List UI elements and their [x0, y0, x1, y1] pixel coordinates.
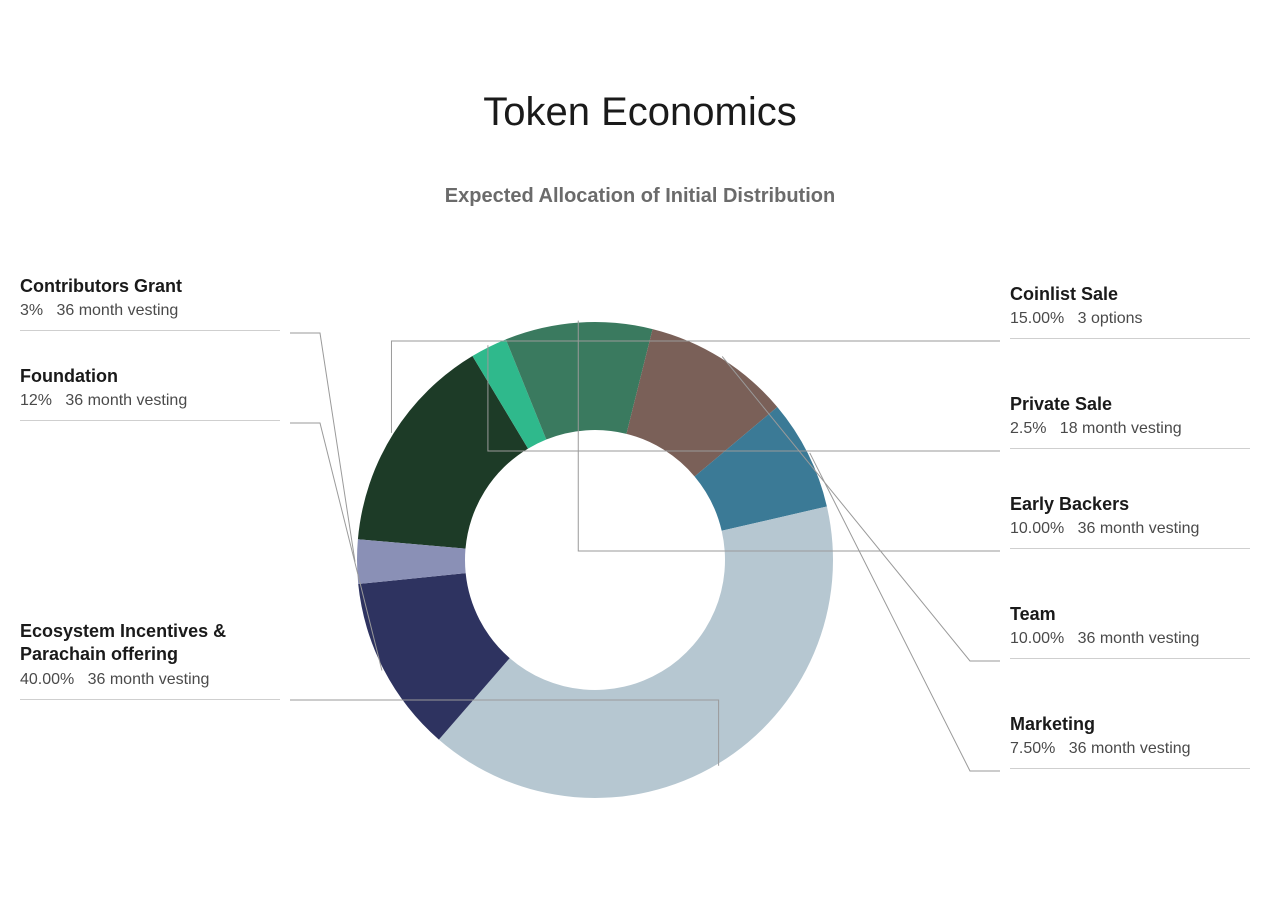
legend-detail: 3% 36 month vesting — [20, 302, 280, 320]
legend-name: Team — [1010, 603, 1250, 626]
leader-line — [290, 333, 355, 562]
legend-name: Foundation — [20, 365, 280, 388]
legend-detail: 12% 36 month vesting — [20, 392, 280, 410]
legend-name: Ecosystem Incentives & Parachain offerin… — [20, 620, 280, 667]
donut-chart — [0, 0, 1280, 920]
legend-name: Coinlist Sale — [1010, 283, 1250, 306]
legend-rule — [1010, 658, 1250, 659]
legend-ecosystem: Ecosystem Incentives & Parachain offerin… — [20, 620, 280, 700]
legend-rule — [20, 420, 280, 421]
legend-name: Early Backers — [1010, 493, 1250, 516]
legend-rule — [20, 699, 280, 700]
legend-rule — [1010, 338, 1250, 339]
legend-detail: 40.00% 36 month vesting — [20, 671, 280, 689]
legend-coinlist: Coinlist Sale 15.00% 3 options — [1010, 283, 1250, 339]
legend-detail: 7.50% 36 month vesting — [1010, 740, 1250, 758]
legend-rule — [1010, 448, 1250, 449]
legend-rule — [20, 330, 280, 331]
legend-detail: 2.5% 18 month vesting — [1010, 420, 1250, 438]
leader-line — [810, 453, 1000, 771]
legend-detail: 15.00% 3 options — [1010, 310, 1250, 328]
legend-rule — [1010, 548, 1250, 549]
donut-svg — [0, 0, 1280, 915]
legend-early: Early Backers 10.00% 36 month vesting — [1010, 493, 1250, 549]
legend-name: Marketing — [1010, 713, 1250, 736]
legend-foundation: Foundation 12% 36 month vesting — [20, 365, 280, 421]
legend-team: Team 10.00% 36 month vesting — [1010, 603, 1250, 659]
legend-contributors: Contributors Grant 3% 36 month vesting — [20, 275, 280, 331]
legend-detail: 10.00% 36 month vesting — [1010, 630, 1250, 648]
legend-name: Contributors Grant — [20, 275, 280, 298]
legend-rule — [1010, 768, 1250, 769]
legend-name: Private Sale — [1010, 393, 1250, 416]
legend-private: Private Sale 2.5% 18 month vesting — [1010, 393, 1250, 449]
legend-detail: 10.00% 36 month vesting — [1010, 520, 1250, 538]
legend-marketing: Marketing 7.50% 36 month vesting — [1010, 713, 1250, 769]
